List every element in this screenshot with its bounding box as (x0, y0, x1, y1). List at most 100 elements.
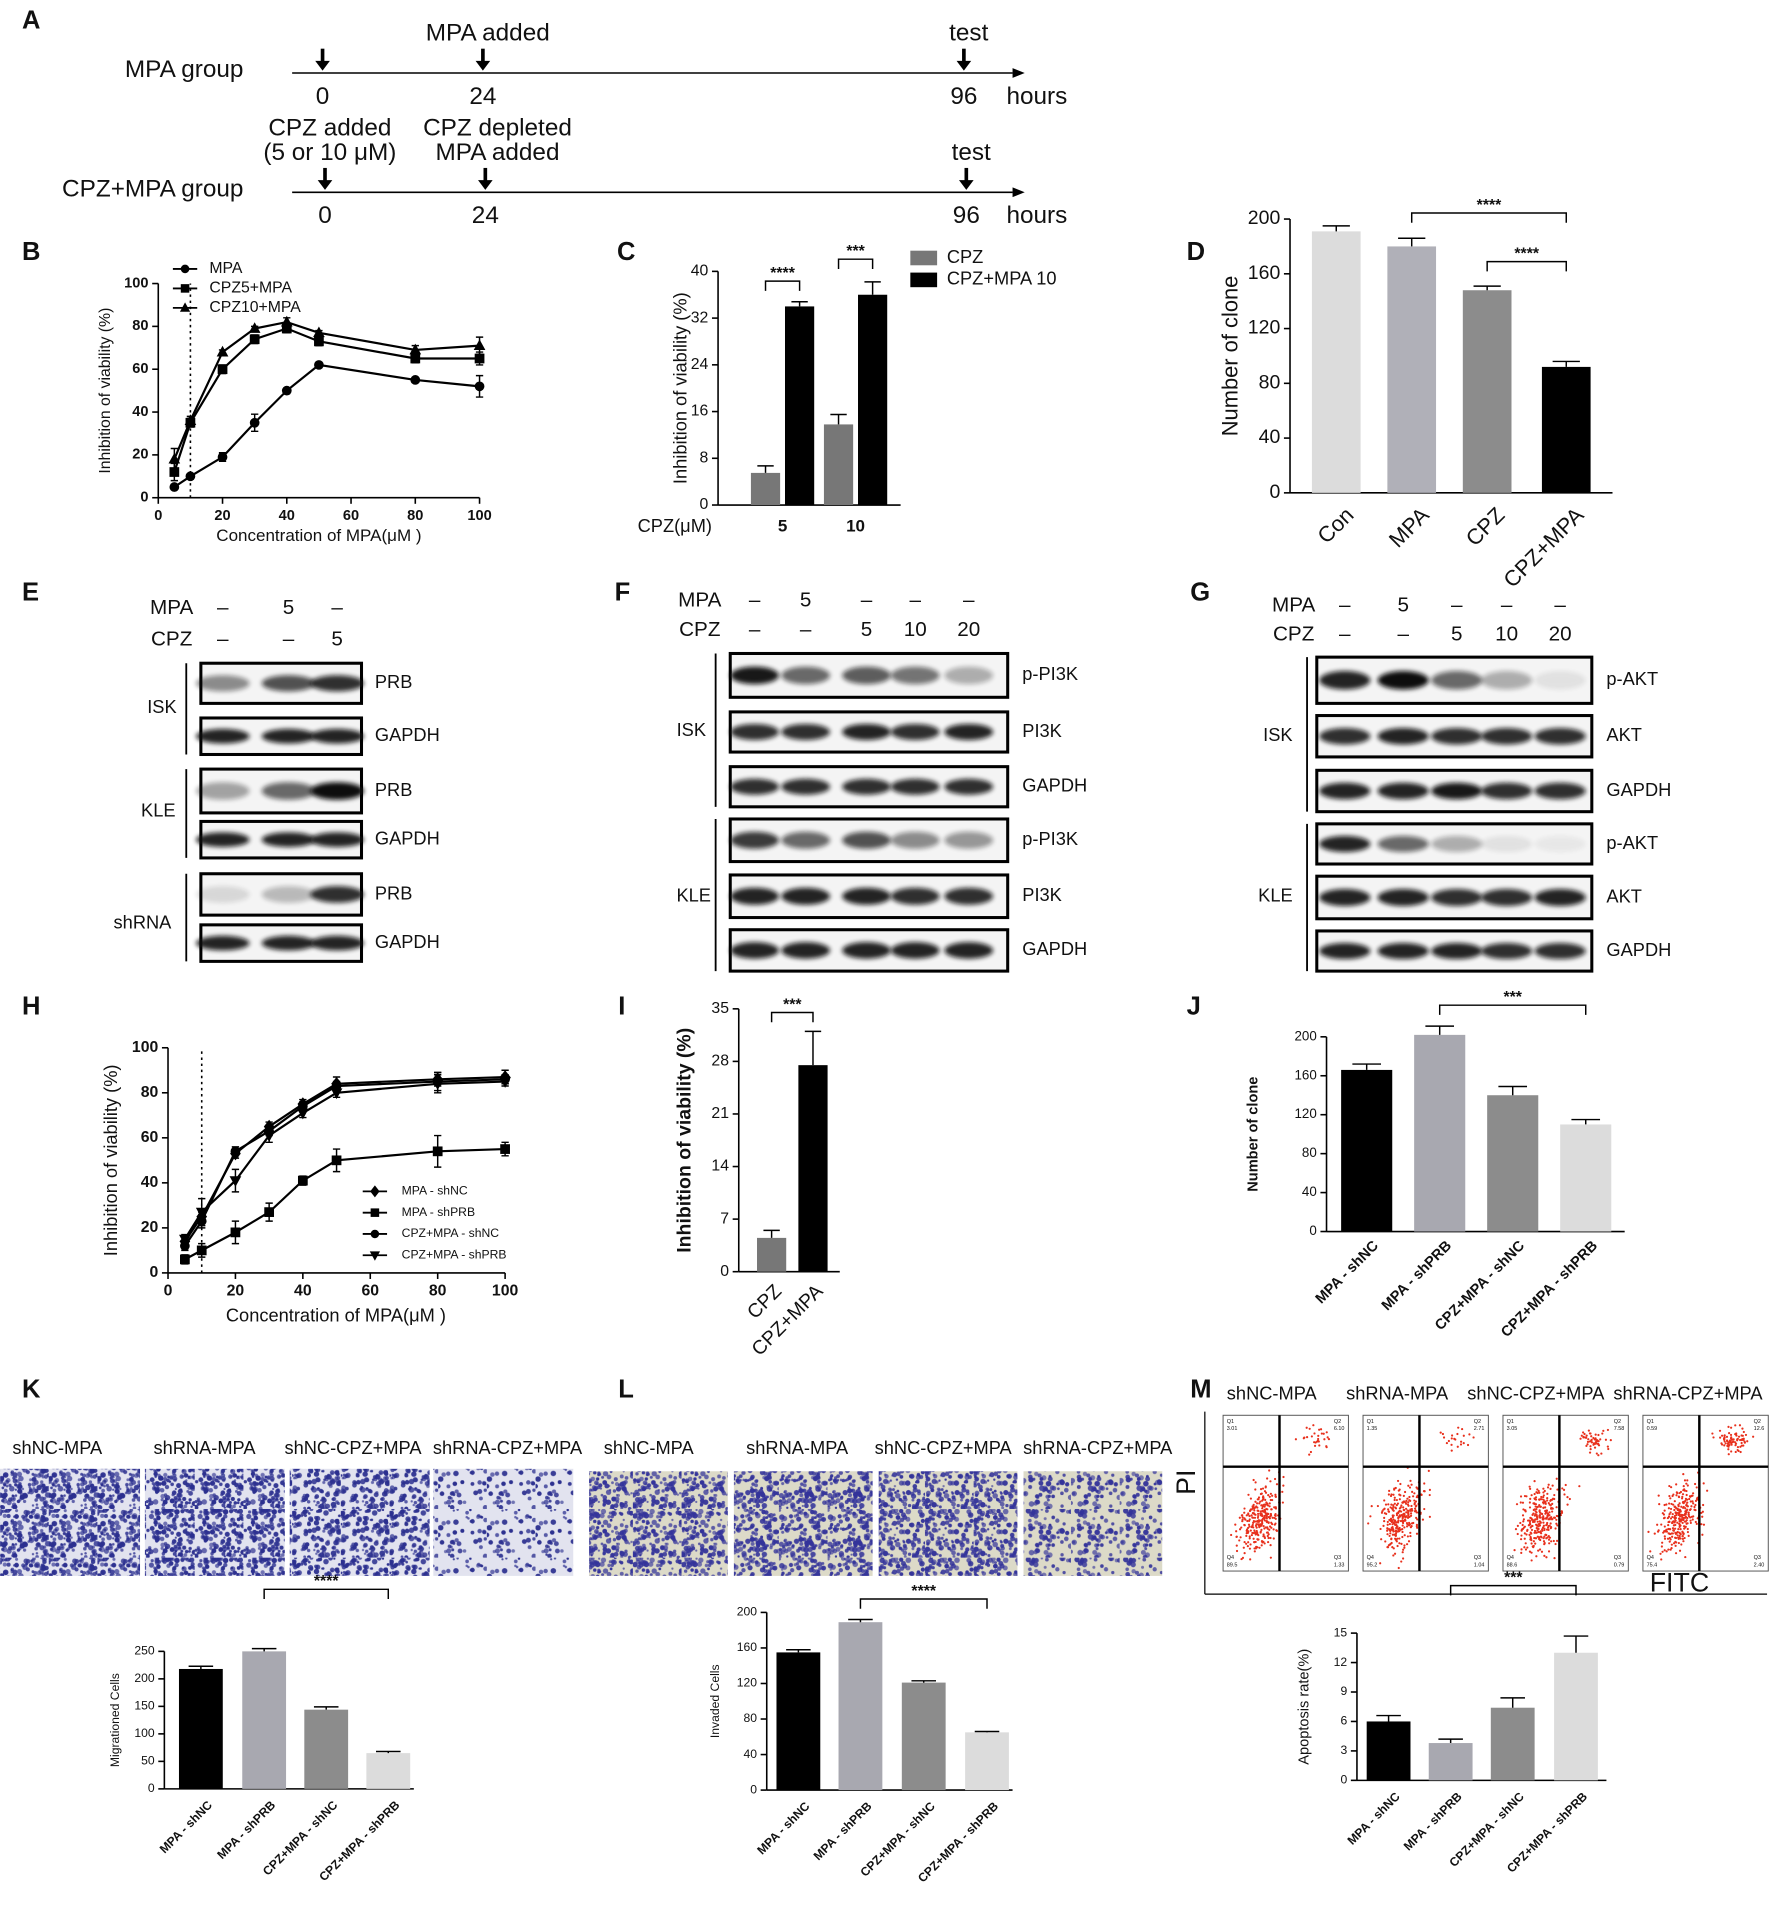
x-tick-label: 5 (778, 516, 787, 535)
flow-event (1456, 1432, 1459, 1436)
y-tick-label: 32 (691, 309, 709, 326)
flow-event (1537, 1489, 1540, 1493)
image-label: shNC-CPZ+MPA (284, 1437, 422, 1458)
flow-event (1256, 1516, 1260, 1519)
flow-event (1439, 1431, 1442, 1434)
flow-event (1253, 1550, 1256, 1553)
flow-event (1407, 1504, 1410, 1507)
flow-event (1252, 1537, 1255, 1540)
quadrant-name: Q3 (1474, 1555, 1481, 1561)
flow-event (1281, 1490, 1284, 1493)
flow-event (1673, 1517, 1677, 1520)
flow-event (1255, 1531, 1258, 1534)
panel-label: A (22, 7, 40, 35)
significance-bracket (770, 1011, 814, 1023)
quadrant-name: Q2 (1614, 1419, 1621, 1425)
flow-event (1403, 1544, 1406, 1547)
y-tick-label: 40 (743, 1747, 757, 1761)
bar (750, 472, 781, 506)
condition-level: – (1501, 593, 1513, 616)
flow-event (1249, 1509, 1252, 1512)
band-label: p-AKT (1606, 832, 1658, 853)
flow-event (1543, 1528, 1546, 1532)
flow-event (1407, 1513, 1410, 1516)
condition-level: – (963, 589, 975, 612)
blot-band (1377, 727, 1429, 745)
flow-event (1250, 1533, 1253, 1537)
flow-event (1254, 1500, 1257, 1503)
flow-event (1668, 1536, 1671, 1540)
y-tick-label: 20 (141, 1219, 159, 1236)
flow-event (1681, 1537, 1684, 1541)
flow-event (1682, 1505, 1685, 1509)
significance-bracket (837, 258, 874, 269)
flow-event (1551, 1484, 1554, 1487)
significance-bracket (859, 1598, 988, 1609)
marker (297, 1108, 309, 1120)
flow-event (1606, 1428, 1610, 1432)
arrow-head (478, 180, 493, 190)
y-tick-label: 80 (132, 318, 148, 334)
flow-event (1742, 1430, 1745, 1434)
time-label: 0 (316, 83, 330, 110)
flow-event (1450, 1443, 1453, 1446)
flow-event (1260, 1528, 1263, 1531)
flow-event (1413, 1501, 1416, 1505)
flow-event (1261, 1509, 1264, 1513)
legend-swatch (910, 272, 938, 288)
flow-event (1692, 1492, 1695, 1495)
flow-event (1536, 1535, 1539, 1538)
flow-event (1671, 1527, 1675, 1530)
flow-event (1693, 1505, 1696, 1509)
flow-event (1582, 1436, 1585, 1439)
flow-event (1523, 1537, 1526, 1540)
flow-event (1687, 1534, 1690, 1537)
quadrant-value: 88.6 (1507, 1562, 1518, 1568)
event-note: (5 or 10 μM) (263, 139, 396, 166)
condition-level: – (800, 618, 812, 641)
flow-event (1247, 1493, 1250, 1496)
flow-event (1415, 1486, 1418, 1489)
flow-event (1401, 1516, 1404, 1520)
flow-event (1528, 1533, 1531, 1536)
flow-event (1397, 1528, 1400, 1531)
y-tick-label: 9 (1340, 1684, 1347, 1698)
flow-event (1544, 1517, 1547, 1520)
flow-event (1702, 1503, 1705, 1507)
error-bar (830, 413, 847, 425)
flow-event (1663, 1530, 1666, 1533)
flow-event (1392, 1493, 1395, 1496)
flow-event (1519, 1521, 1522, 1525)
event-note: MPA added (436, 139, 560, 166)
flow-plot (1222, 1414, 1349, 1572)
blot-band (310, 886, 364, 903)
flow-event (1383, 1516, 1386, 1519)
flow-event (1538, 1538, 1541, 1541)
flow-event (1269, 1536, 1272, 1540)
flow-event (1728, 1439, 1731, 1442)
flow-event (1383, 1499, 1386, 1502)
flow-event (1738, 1424, 1742, 1427)
blot-band (890, 723, 940, 741)
flow-event (1390, 1503, 1393, 1506)
flow-event (1686, 1484, 1689, 1487)
flow-event (1528, 1523, 1531, 1527)
flow-event (1266, 1508, 1269, 1511)
flow-event (1706, 1489, 1709, 1492)
flow-event (1266, 1477, 1269, 1480)
flow-event (1462, 1434, 1465, 1437)
flow-event (1661, 1550, 1664, 1553)
flow-event (1690, 1494, 1693, 1497)
band-label: PI3K (1022, 884, 1062, 905)
y-axis-label: Migrationed Cells (108, 1673, 122, 1767)
flow-event (1583, 1432, 1586, 1436)
flow-event (1681, 1535, 1684, 1538)
flow-event (1453, 1437, 1456, 1440)
flow-event (1423, 1490, 1426, 1493)
flow-event (1402, 1548, 1405, 1551)
flow-event (1274, 1493, 1277, 1496)
flow-event (1734, 1450, 1737, 1454)
flow-event (1428, 1515, 1431, 1518)
blot-band (261, 675, 316, 692)
flow-event (1522, 1520, 1525, 1523)
